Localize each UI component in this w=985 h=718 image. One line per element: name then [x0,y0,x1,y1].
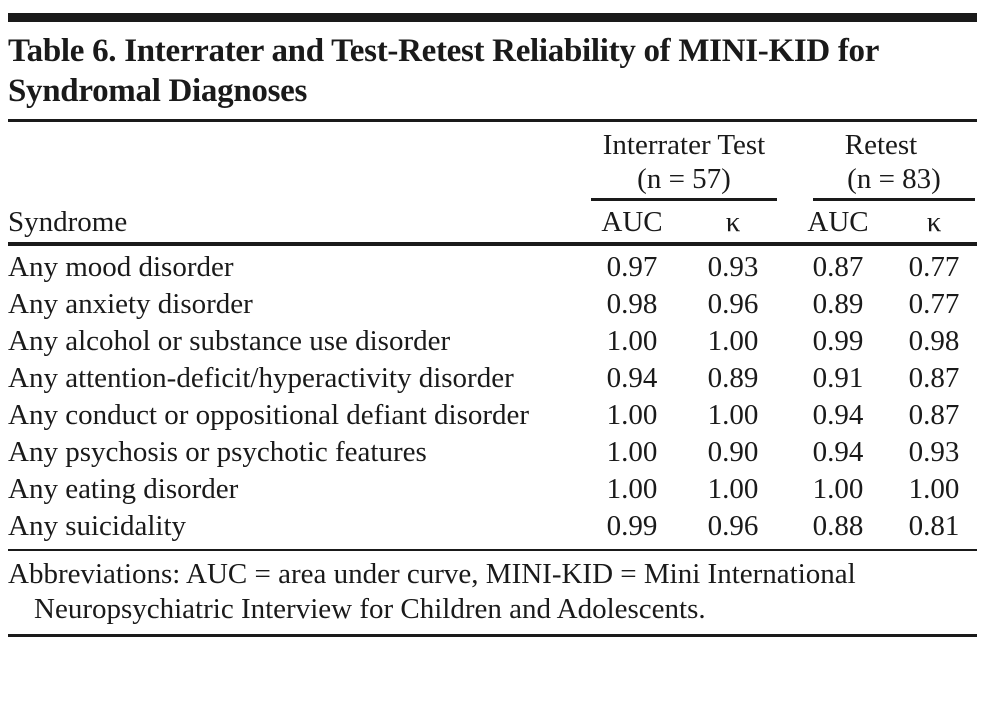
syndrome-cell: Any mood disorder [8,251,234,283]
table-row: Any alcohol or substance use disorder 1.… [8,323,977,360]
table-row: Any mood disorder 0.97 0.93 0.87 0.77 [8,244,977,286]
retest-auc-cell: 0.94 [812,436,864,468]
retest-kappa-cell: 0.87 [908,399,960,431]
interrater-auc-cell: 1.00 [606,473,658,505]
retest-kappa-cell: 0.81 [908,510,960,542]
interrater-auc-cell: 0.98 [606,288,658,320]
column-header-interrater-auc: AUC [583,201,681,246]
top-rule [8,13,977,22]
table-row: Any eating disorder 1.00 1.00 1.00 1.00 [8,471,977,508]
interrater-kappa-cell: 0.96 [707,288,759,320]
group-label-retest: Retest [844,129,918,161]
retest-kappa-cell: 0.77 [908,288,960,320]
interrater-auc-cell: 0.97 [606,251,658,283]
column-header-row: Syndrome AUC κ AUC κ [8,201,978,246]
retest-auc-cell: 0.99 [812,325,864,357]
group-header-row: Interrater Test (n = 57) Retest (n = 83) [8,122,977,201]
column-header-interrater-kappa: κ [681,201,785,246]
interrater-auc-cell: 1.00 [606,436,658,468]
table-row: Any psychosis or psychotic features 1.00… [8,434,977,471]
table-row: Any attention-deficit/hyperactivity diso… [8,360,977,397]
group-header-interrater: Interrater Test (n = 57) [583,122,785,201]
column-header-retest-auc: AUC [785,201,891,246]
empty-header-cell [8,122,583,201]
abbreviations-note: Abbreviations: AUC = area under curve, M… [8,558,856,625]
retest-kappa-cell: 0.93 [908,436,960,468]
syndrome-cell: Any conduct or oppositional defiant diso… [8,399,530,431]
interrater-auc-cell: 1.00 [606,325,658,357]
retest-auc-cell: 0.89 [812,288,864,320]
interrater-kappa-cell: 0.96 [707,510,759,542]
retest-auc-cell: 0.91 [812,362,864,394]
retest-auc-cell: 0.87 [812,251,864,283]
interrater-auc-cell: 1.00 [606,399,658,431]
group-label-interrater: Interrater Test [602,129,766,161]
retest-kappa-cell: 0.77 [908,251,960,283]
retest-kappa-cell: 1.00 [908,473,960,505]
syndrome-cell: Any eating disorder [8,473,239,505]
syndrome-cell: Any psychosis or psychotic features [8,436,427,468]
table-title: Table 6. Interrater and Test-Retest Reli… [8,22,977,122]
group-n-retest: (n = 83) [813,162,976,201]
retest-auc-cell: 0.88 [812,510,864,542]
syndrome-cell: Any alcohol or substance use disorder [8,325,451,357]
group-n-interrater: (n = 57) [591,162,777,201]
column-header-retest-kappa: κ [891,201,978,246]
syndrome-cell: Any anxiety disorder [8,288,253,320]
interrater-kappa-cell: 0.90 [707,436,759,468]
interrater-kappa-cell: 0.89 [707,362,759,394]
retest-kappa-cell: 0.98 [908,325,960,357]
interrater-kappa-cell: 1.00 [707,325,759,357]
interrater-auc-cell: 0.94 [606,362,658,394]
retest-auc-cell: 1.00 [812,473,864,505]
table-body: Any mood disorder 0.97 0.93 0.87 0.77 An… [8,244,977,545]
interrater-auc-cell: 0.99 [606,510,658,542]
interrater-kappa-cell: 1.00 [707,473,759,505]
table-footnote: Abbreviations: AUC = area under curve, M… [8,549,977,637]
column-header-syndrome: Syndrome [8,201,583,246]
syndrome-cell: Any attention-deficit/hyperactivity diso… [8,362,514,394]
table-row: Any anxiety disorder 0.98 0.96 0.89 0.77 [8,286,977,323]
retest-kappa-cell: 0.87 [908,362,960,394]
interrater-kappa-cell: 0.93 [707,251,759,283]
table-row: Any suicidality 0.99 0.96 0.88 0.81 [8,508,977,545]
group-header-retest: Retest (n = 83) [785,122,977,201]
syndrome-cell: Any suicidality [8,510,187,542]
retest-auc-cell: 0.94 [812,399,864,431]
reliability-table: Interrater Test (n = 57) Retest (n = 83)… [8,122,978,545]
table-row: Any conduct or oppositional defiant diso… [8,397,977,434]
table-header: Interrater Test (n = 57) Retest (n = 83)… [8,122,978,246]
interrater-kappa-cell: 1.00 [707,399,759,431]
